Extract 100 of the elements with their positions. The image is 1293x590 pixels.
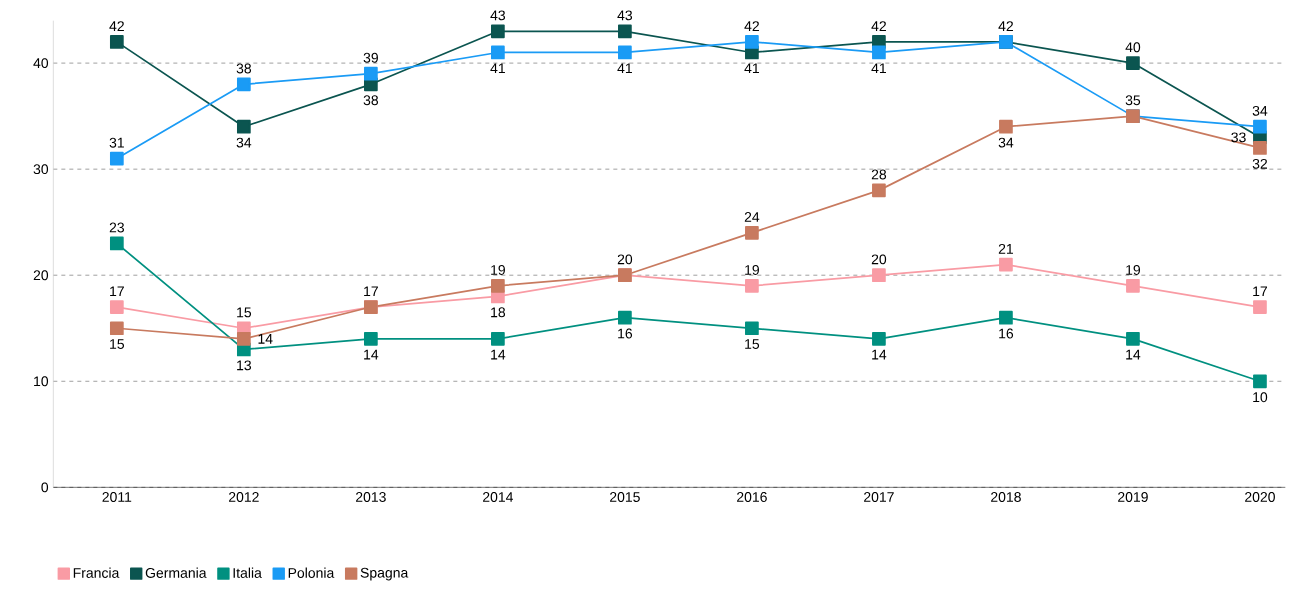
point: [236, 77, 251, 92]
data-label: 42: [998, 21, 1013, 31]
data-label: 19: [491, 264, 505, 275]
point: [872, 268, 886, 283]
data-label: 43: [617, 10, 633, 21]
data-label: 14: [258, 334, 273, 344]
data-label: 40: [1125, 42, 1141, 53]
point: [999, 257, 1013, 272]
y-tick-label: 0: [41, 482, 49, 493]
data-label: 38: [363, 95, 379, 106]
point: [745, 321, 759, 336]
data-label: 24: [744, 212, 760, 222]
data-label: 41: [617, 63, 632, 74]
data-label: 14: [872, 349, 887, 360]
point: [1126, 331, 1140, 346]
data-label: 19: [1126, 264, 1141, 275]
data-label: 34: [1252, 105, 1268, 116]
data-label: 17: [110, 286, 124, 297]
point: [1126, 56, 1140, 70]
data-label: 15: [110, 339, 125, 349]
point: [745, 278, 759, 293]
point: [363, 66, 378, 81]
y-tick-label: 40: [33, 58, 49, 69]
data-label: 23: [109, 222, 125, 233]
data-label: 10: [1253, 392, 1268, 403]
legend-label: Polonia: [288, 567, 335, 578]
point: [491, 331, 505, 346]
point: [109, 321, 124, 336]
point: [999, 310, 1013, 325]
data-label: 33: [1231, 132, 1246, 143]
point: [491, 24, 505, 39]
data-label: 15: [237, 307, 252, 318]
data-label: 42: [871, 21, 886, 31]
x-tick-label: 2020: [1245, 492, 1275, 502]
y-tick-label: 10: [34, 376, 49, 387]
point: [618, 24, 632, 39]
data-label: 39: [363, 52, 378, 63]
data-label: 16: [999, 328, 1014, 339]
data-label: 19: [745, 264, 759, 275]
x-tick-label: 2018: [991, 492, 1021, 502]
x-tick-label: 2017: [864, 492, 894, 502]
point: [872, 183, 886, 198]
data-label: 42: [109, 21, 124, 31]
data-label: 16: [618, 328, 633, 339]
y-tick-label: 30: [33, 164, 49, 175]
data-label: 14: [364, 349, 379, 360]
point: [872, 45, 886, 60]
point: [491, 278, 505, 293]
point: [109, 300, 124, 314]
point: [236, 119, 251, 134]
point: [109, 236, 124, 251]
point: [745, 35, 759, 49]
data-label: 38: [236, 63, 252, 74]
point: [1126, 278, 1140, 293]
data-label: 34: [998, 137, 1014, 148]
y-tick-label: 20: [33, 270, 49, 281]
data-label: 15: [745, 339, 760, 349]
data-label: 17: [364, 286, 378, 297]
point: [236, 331, 251, 346]
data-label: 41: [744, 63, 759, 74]
data-label: 32: [1252, 158, 1268, 169]
data-label: 35: [1125, 95, 1141, 106]
x-tick-label: 2019: [1118, 492, 1148, 502]
data-label: 18: [491, 307, 506, 318]
x-tick-label: 2016: [737, 492, 767, 502]
data-label: 20: [871, 254, 887, 265]
point: [1253, 300, 1267, 314]
data-label: 43: [490, 10, 506, 21]
data-label: 34: [236, 137, 252, 148]
data-label: 42: [744, 21, 759, 31]
point: [1253, 119, 1267, 134]
point: [745, 225, 759, 240]
data-label: 21: [998, 243, 1013, 254]
data-label: 14: [491, 349, 506, 360]
x-tick-label: 2015: [610, 492, 640, 502]
point: [618, 45, 632, 60]
x-tick-label: 2013: [356, 492, 386, 502]
legend-label: Spagna: [360, 567, 409, 581]
point: [999, 119, 1013, 134]
point: [872, 331, 886, 346]
data-label: 28: [871, 169, 887, 180]
legend-label: Francia: [73, 567, 120, 578]
x-tick-label: 2011: [102, 492, 132, 502]
legend-label: Germania: [145, 567, 207, 578]
data-label: 17: [1253, 286, 1268, 297]
data-label: 14: [1126, 349, 1141, 360]
x-tick-label: 2012: [228, 492, 259, 502]
data-label: 20: [617, 254, 633, 265]
x-tick-label: 2014: [483, 492, 514, 502]
point: [363, 331, 378, 346]
data-label: 31: [109, 137, 124, 148]
point: [109, 151, 124, 166]
point: [109, 35, 124, 49]
point: [618, 310, 632, 325]
point: [491, 45, 505, 60]
data-label: 41: [490, 63, 505, 74]
legend-label: Italia: [233, 567, 262, 578]
point: [1253, 374, 1267, 389]
data-label: 41: [871, 63, 886, 74]
data-label: 13: [237, 360, 252, 371]
